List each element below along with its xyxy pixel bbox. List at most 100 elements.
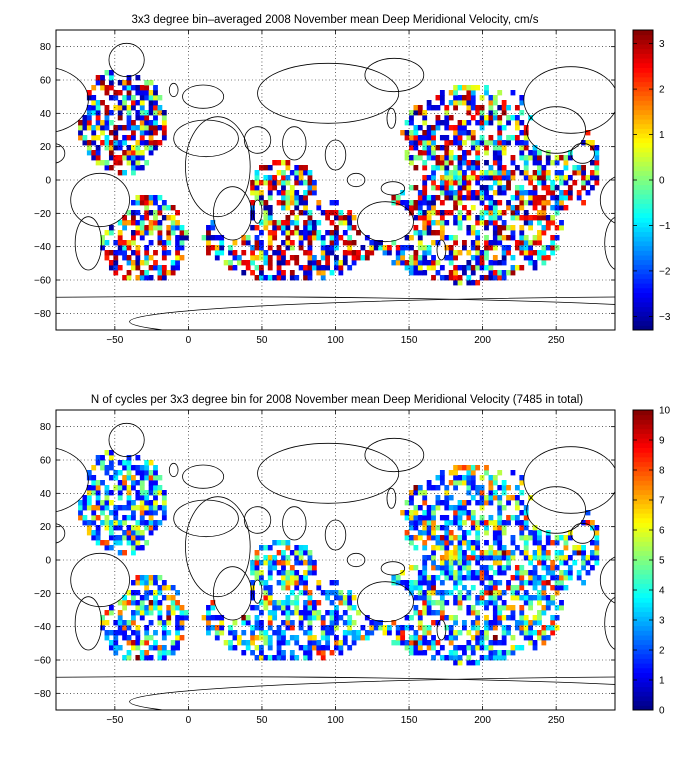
bin-cell	[391, 620, 397, 626]
bin-cell	[532, 580, 538, 586]
velocity-bins	[78, 70, 600, 286]
bin-cell	[426, 485, 432, 491]
bin-cell	[545, 595, 551, 601]
bin-cell	[453, 125, 458, 131]
bin-cell	[431, 565, 436, 571]
bin-cell	[466, 110, 472, 116]
bin-cell	[91, 125, 97, 131]
bin-cell	[439, 165, 445, 171]
bin-cell	[259, 245, 264, 251]
bin-cell	[307, 255, 313, 261]
bin-cell	[519, 500, 525, 506]
bin-cell	[470, 230, 476, 236]
bin-cell	[506, 225, 511, 231]
bin-cell	[175, 235, 180, 241]
bin-cell	[303, 270, 308, 276]
bin-cell	[559, 580, 564, 586]
bin-cell	[514, 245, 520, 251]
bin-cell	[298, 165, 304, 171]
bin-cell	[100, 120, 105, 126]
bin-cell	[457, 645, 463, 651]
bin-cell	[144, 595, 150, 601]
bin-cell	[285, 175, 291, 181]
bin-cell	[545, 220, 551, 226]
bin-cell	[100, 615, 105, 621]
bin-cell	[435, 195, 441, 201]
bin-cell	[307, 565, 313, 571]
bin-cell	[289, 550, 295, 556]
bin-cell	[400, 630, 406, 636]
bin-cell	[325, 215, 331, 221]
coastline	[357, 201, 414, 243]
bin-cell	[510, 650, 516, 656]
bin-cell	[523, 175, 529, 181]
bin-cell	[567, 565, 573, 571]
bin-cell	[135, 160, 141, 166]
bin-cell	[91, 85, 97, 91]
bin-cell	[448, 235, 454, 241]
bin-cell	[259, 600, 264, 606]
bin-cell	[126, 160, 132, 166]
bin-cell	[426, 595, 432, 601]
bin-cell	[466, 160, 472, 166]
bin-cell	[431, 105, 436, 111]
bin-cell	[307, 620, 313, 626]
bin-cell	[413, 535, 419, 541]
bin-cell	[519, 140, 525, 146]
bin-cell	[117, 520, 123, 526]
bin-cell	[484, 150, 489, 156]
bin-cell	[576, 170, 582, 176]
bin-cell	[144, 650, 150, 656]
bin-cell	[86, 110, 92, 116]
bin-cell	[122, 630, 128, 636]
bin-cell	[144, 525, 150, 531]
bin-cell	[276, 270, 282, 276]
bin-cell	[581, 565, 586, 571]
bin-cell	[285, 575, 291, 581]
colorbar-segment	[633, 442, 653, 448]
bin-cell	[488, 205, 494, 211]
bin-cell	[559, 570, 564, 576]
bin-cell	[523, 625, 529, 631]
bin-cell	[554, 590, 560, 596]
bin-cell	[497, 115, 503, 121]
bin-cell	[338, 640, 344, 646]
bin-cell	[466, 545, 472, 551]
bin-cell	[289, 190, 295, 196]
bin-cell	[506, 630, 511, 636]
bin-cell	[157, 610, 163, 616]
bin-cell	[444, 155, 450, 161]
bin-cell	[413, 135, 419, 141]
bin-cell	[519, 620, 525, 626]
bin-cell	[135, 655, 141, 661]
bin-cell	[479, 495, 485, 501]
bin-cell	[338, 590, 344, 596]
bin-cell	[519, 245, 525, 251]
bin-cell	[479, 500, 485, 506]
bin-cell	[135, 580, 141, 586]
bin-cell	[113, 95, 119, 101]
bin-cell	[161, 490, 167, 496]
bin-cell	[484, 220, 489, 226]
bin-cell	[479, 190, 485, 196]
bin-cell	[347, 630, 353, 636]
bin-cell	[135, 540, 141, 546]
bin-cell	[373, 245, 379, 251]
bin-cell	[479, 630, 485, 636]
bin-cell	[426, 510, 432, 516]
bin-cell	[298, 195, 304, 201]
bin-cell	[153, 595, 158, 601]
colorbar-segment	[633, 428, 653, 434]
bin-cell	[157, 605, 163, 611]
bin-cell	[453, 175, 458, 181]
bin-cell	[492, 215, 498, 221]
bin-cell	[272, 555, 278, 561]
bin-cell	[135, 495, 141, 501]
bin-cell	[448, 155, 454, 161]
bin-cell	[559, 200, 564, 206]
bin-cell	[523, 220, 529, 226]
bin-cell	[263, 580, 269, 586]
bin-cell	[254, 180, 260, 186]
bin-cell	[431, 510, 436, 516]
bin-cell	[435, 485, 441, 491]
